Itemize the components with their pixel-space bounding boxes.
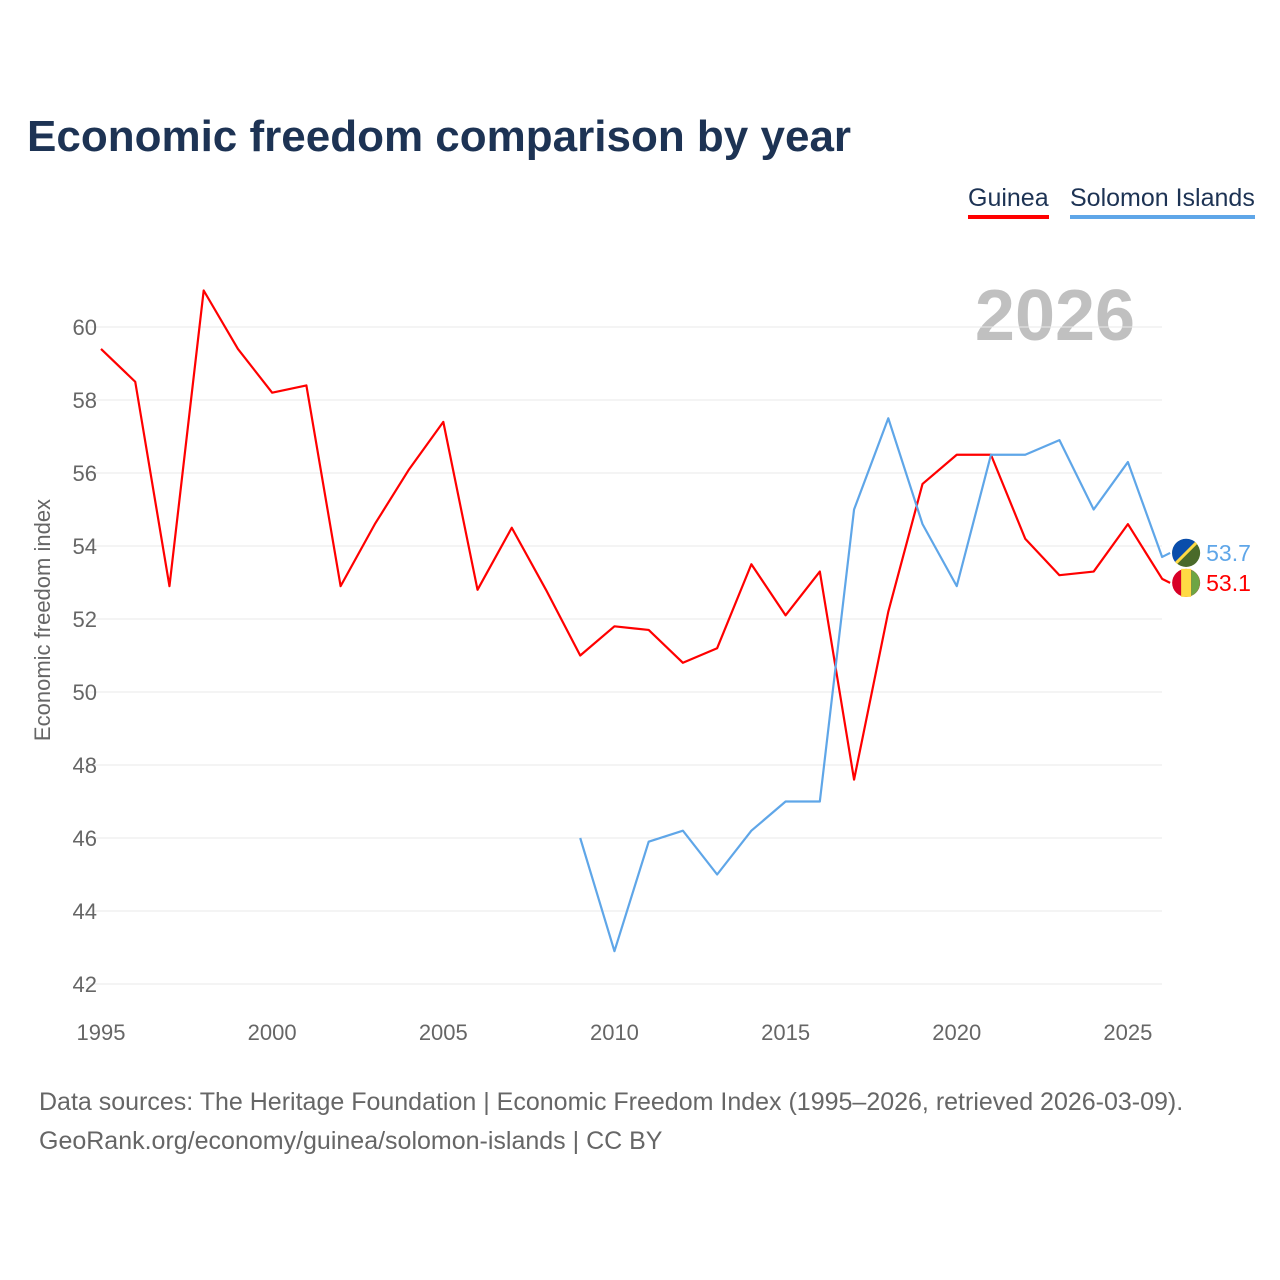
series-line-guinea [100, 289, 1171, 781]
x-tick-label: 2020 [932, 1020, 981, 1045]
legend-solomon-islands[interactable]: Solomon Islands [1070, 184, 1255, 219]
year-watermark: 2026 [975, 276, 1135, 356]
y-tick-label: 42 [73, 972, 97, 997]
x-tick-label: 2025 [1103, 1020, 1152, 1045]
legend-guinea[interactable]: Guinea [968, 184, 1049, 219]
chart-title: Economic freedom comparison by year [27, 112, 852, 161]
y-axis-label: Economic freedom index [30, 499, 55, 741]
footer-sources: Data sources: The Heritage Foundation | … [39, 1088, 1184, 1116]
y-tick-label: 48 [73, 753, 97, 778]
x-tick-label: 1995 [77, 1020, 126, 1045]
y-tick-label: 58 [73, 388, 97, 413]
y-tick-label: 50 [73, 680, 97, 705]
y-tick-label: 56 [73, 461, 97, 486]
y-tick-label: 46 [73, 826, 97, 851]
flag-icon [1172, 568, 1201, 597]
x-tick-label: 2005 [419, 1020, 468, 1045]
y-tick-label: 52 [73, 607, 97, 632]
y-tick-label: 54 [73, 534, 97, 559]
flag-icon [1172, 538, 1201, 567]
x-tick-label: 2015 [761, 1020, 810, 1045]
x-tick-label: 2000 [248, 1020, 297, 1045]
y-tick-label: 60 [73, 315, 97, 340]
y-tick-label: 44 [73, 899, 97, 924]
series-line-solomon-islands [579, 417, 1171, 953]
footer-link[interactable]: GeoRank.org/economy/guinea/solomon-islan… [39, 1127, 663, 1155]
end-value-label: 53.1 [1206, 570, 1251, 596]
line-chart: 2026 42 44 46 48 50 52 54 56 58 60 1995 2000 2005 201… [30, 276, 1251, 1045]
end-value-label: 53.7 [1206, 540, 1251, 566]
x-tick-label: 2010 [590, 1020, 639, 1045]
